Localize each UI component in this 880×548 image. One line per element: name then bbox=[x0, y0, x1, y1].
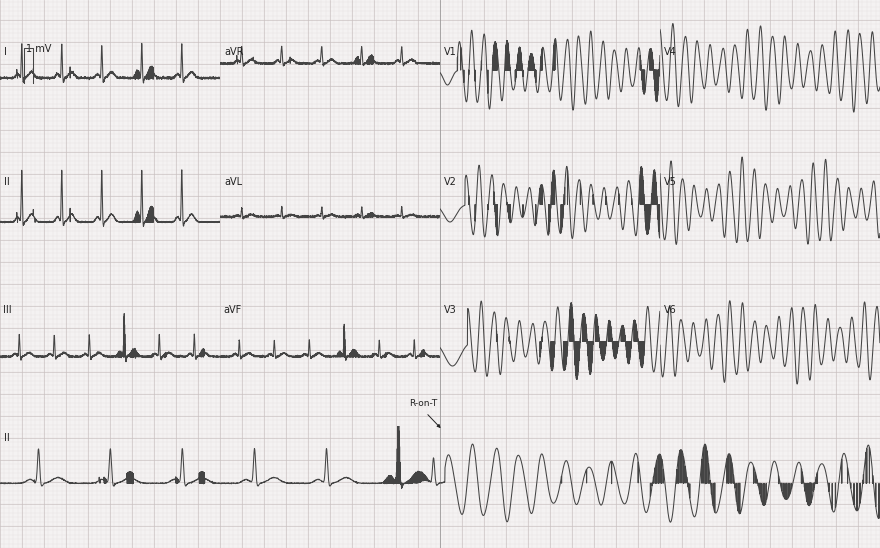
Text: V3: V3 bbox=[444, 305, 457, 316]
Text: I: I bbox=[4, 47, 7, 57]
Text: V1: V1 bbox=[444, 47, 457, 57]
Text: 1 mV: 1 mV bbox=[26, 44, 52, 54]
Text: II: II bbox=[4, 433, 11, 443]
Text: aVR: aVR bbox=[224, 47, 244, 57]
Text: V5: V5 bbox=[664, 177, 678, 187]
Text: aVL: aVL bbox=[224, 177, 243, 187]
Text: V4: V4 bbox=[664, 47, 677, 57]
Text: R-on-T: R-on-T bbox=[409, 398, 437, 408]
FancyArrowPatch shape bbox=[428, 415, 440, 427]
Text: II: II bbox=[4, 177, 11, 187]
Text: V6: V6 bbox=[664, 305, 677, 316]
Text: V2: V2 bbox=[444, 177, 458, 187]
Text: aVF: aVF bbox=[224, 305, 242, 316]
Text: III: III bbox=[3, 305, 11, 316]
